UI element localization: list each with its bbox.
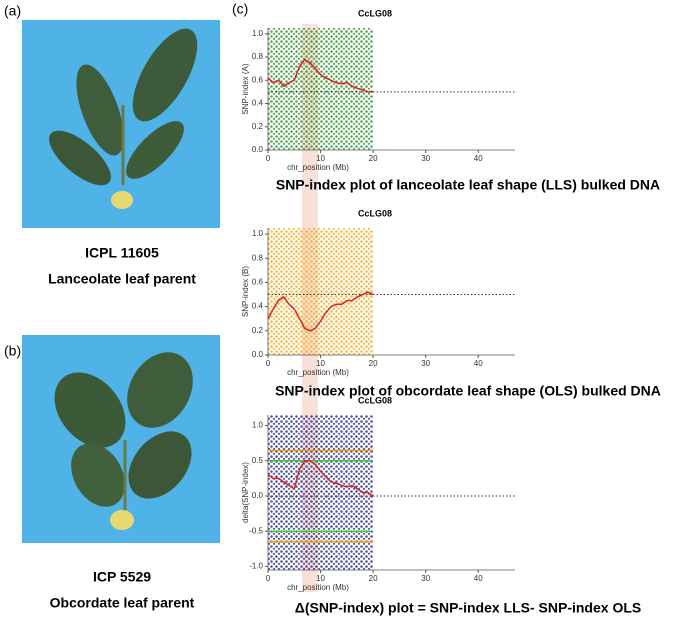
photo-description: Obcordate leaf parent xyxy=(50,595,195,611)
y-tick-label: 0.6 xyxy=(252,278,264,287)
x-tick-label: 20 xyxy=(369,154,378,163)
chart-caption: SNP-index plot of obcordate leaf shape (… xyxy=(275,383,661,399)
y-tick-label: 1.0 xyxy=(252,229,264,238)
x-tick-label: 0 xyxy=(266,574,271,583)
y-axis-label: SNP-index (A) xyxy=(241,63,250,114)
y-axis-label: SNP-index (B) xyxy=(241,266,250,317)
y-tick-label: 0.0 xyxy=(252,350,264,359)
panel-label: (c) xyxy=(232,1,248,17)
y-tick-label: 1.0 xyxy=(252,29,264,38)
y-tick-label: -1.0 xyxy=(249,562,263,571)
point-cloud xyxy=(268,228,374,355)
chart-caption: Δ(SNP-index) plot = SNP-index LLS- SNP-i… xyxy=(295,600,641,616)
photo-name: ICP 5529 xyxy=(93,569,151,585)
x-tick-label: 10 xyxy=(316,574,325,583)
panel-label: (b) xyxy=(4,343,21,359)
x-tick-label: 10 xyxy=(316,359,325,368)
sliding-window-line xyxy=(267,460,374,497)
x-axis-label: chr_position (Mb) xyxy=(287,583,349,592)
x-tick-label: 10 xyxy=(316,154,325,163)
chart-title: CcLG08 xyxy=(358,208,392,218)
point-cloud xyxy=(268,415,374,570)
x-tick-label: 30 xyxy=(421,574,430,583)
x-tick-label: 20 xyxy=(369,574,378,583)
y-tick-label: 0.8 xyxy=(252,253,264,262)
y-tick-label: 1.0 xyxy=(252,421,264,430)
x-tick-label: 40 xyxy=(474,574,483,583)
x-tick-label: 0 xyxy=(266,154,271,163)
y-tick-label: -0.5 xyxy=(249,526,263,535)
y-axis-label: delta(SNP-index) xyxy=(241,462,250,523)
x-tick-label: 30 xyxy=(421,154,430,163)
x-tick-label: 20 xyxy=(369,359,378,368)
y-tick-label: 0.4 xyxy=(252,302,264,311)
y-tick-label: 0.6 xyxy=(252,75,264,84)
x-tick-label: 40 xyxy=(474,359,483,368)
photo xyxy=(22,20,220,228)
chart-caption: SNP-index plot of lanceolate leaf shape … xyxy=(276,177,660,193)
panel-label: (a) xyxy=(4,3,21,19)
y-tick-label: 0.4 xyxy=(252,99,264,108)
y-tick-label: 0.2 xyxy=(252,326,264,335)
point-cloud xyxy=(268,28,374,150)
y-tick-label: 0.2 xyxy=(252,122,264,131)
sliding-window-line xyxy=(267,291,374,332)
x-tick-label: 0 xyxy=(266,359,271,368)
y-tick-label: 0.0 xyxy=(252,145,264,154)
photo-description: Lanceolate leaf parent xyxy=(48,271,196,287)
sliding-window-line xyxy=(267,58,374,93)
y-tick-label: 0.8 xyxy=(252,52,264,61)
y-tick-label: 0.0 xyxy=(252,491,264,500)
x-axis-label: chr_position (Mb) xyxy=(287,368,349,377)
x-tick-label: 30 xyxy=(421,359,430,368)
photo xyxy=(22,335,220,543)
y-tick-label: 0.5 xyxy=(252,456,264,465)
chart-title: CcLG08 xyxy=(358,8,392,18)
x-tick-label: 40 xyxy=(474,154,483,163)
x-axis-label: chr_position (Mb) xyxy=(287,163,349,172)
chart-title: CcLG08 xyxy=(358,395,392,405)
photo-name: ICPL 11605 xyxy=(85,245,159,261)
